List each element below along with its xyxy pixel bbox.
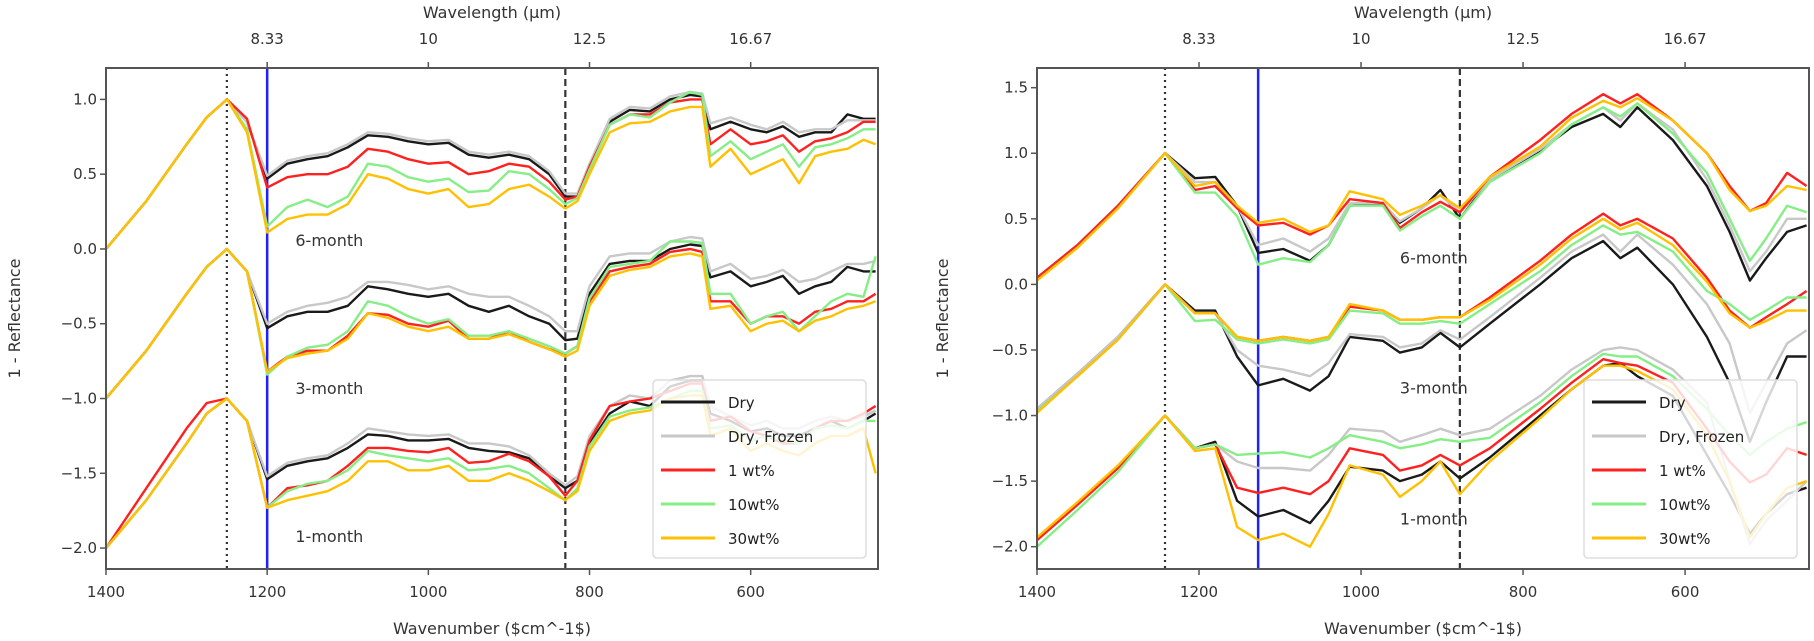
series-line-3-month-30wt- [1037, 217, 1807, 414]
top-x-tick-label: 12.5 [1506, 30, 1539, 48]
series-line-6-month-1-wt- [106, 98, 876, 250]
top-x-tick-label: 8.33 [1182, 30, 1215, 48]
panel-1: 6-month 3-month 1-month 1400 1200 1000 800 600 8… [5, 3, 879, 638]
x-axis-label: Wavenumber ($cm^-1$) [393, 619, 591, 638]
x-tick-label: 1200 [248, 583, 286, 601]
x-tick-label: 800 [1509, 583, 1538, 601]
y-tick-label: 1.0 [1004, 144, 1028, 162]
top-x-tick-label: 16.67 [1664, 30, 1707, 48]
y-tick-label: 0.0 [1004, 275, 1028, 293]
y-axis-label: 1 - Reflectance [933, 259, 952, 379]
y-axis-label: 1 - Reflectance [5, 259, 24, 379]
group-label: 1-month [295, 527, 363, 546]
x-tick-label: 1400 [1018, 583, 1056, 601]
x-tick-label: 1000 [1342, 583, 1380, 601]
legend-label: 30wt% [728, 530, 780, 548]
series-line-6-month-10wt- [1037, 102, 1807, 282]
plot-area [106, 68, 877, 569]
y-tick-label: 0.0 [73, 240, 97, 258]
y-tick-label: −2.0 [61, 539, 97, 557]
x-tick-label: 600 [1671, 583, 1700, 601]
series-line-6-month-dry-frozen [106, 90, 876, 250]
axes-frame [105, 67, 879, 570]
y-tick-label: −1.0 [61, 390, 97, 408]
legend: Dry Dry, Frozen 1 wt% 10wt% 30wt% [1583, 379, 1798, 559]
x-tick-label: 600 [736, 583, 765, 601]
series-line-3-month-dry [1037, 239, 1807, 443]
series-line-6-month-10wt- [106, 90, 876, 250]
x-tick-label: 1400 [87, 583, 125, 601]
group-label: 6-month [295, 231, 363, 250]
x-tick-label: 1200 [1180, 583, 1218, 601]
legend-box [652, 379, 867, 559]
top-x-tick-label: 8.33 [250, 30, 283, 48]
series-line-3-month-10wt- [106, 240, 877, 400]
x-tick-label: 1000 [409, 583, 447, 601]
group-label: 3-month [1400, 378, 1468, 397]
legend-label: Dry, Frozen [728, 428, 813, 446]
series-line-3-month-30wt- [106, 247, 877, 400]
top-x-axis-label: Wavelength (μm) [1354, 3, 1492, 22]
series-line-3-month-dry [106, 243, 876, 400]
series-line-3-month-1-wt- [106, 247, 877, 400]
y-tick-label: −1.5 [61, 464, 97, 482]
series-line-6-month-30wt- [106, 98, 877, 250]
axes-frame [1036, 67, 1810, 570]
top-x-tick-label: 10 [1351, 30, 1370, 48]
y-tick-label: −1.5 [992, 472, 1028, 490]
legend-label: 10wt% [728, 496, 780, 514]
series-line-6-month-30wt- [1037, 97, 1807, 282]
legend-label: 10wt% [1659, 496, 1711, 514]
legend-label: Dry [1659, 394, 1686, 412]
group-label: 6-month [1400, 248, 1468, 267]
y-tick-label: 1.0 [73, 90, 97, 108]
y-tick-label: 0.5 [73, 165, 97, 183]
legend-label: 1 wt% [1659, 462, 1706, 480]
top-x-tick-label: 12.5 [573, 30, 606, 48]
y-tick-label: −2.0 [992, 538, 1028, 556]
group-label: 3-month [295, 379, 363, 398]
y-tick-label: −1.0 [992, 407, 1028, 425]
top-x-axis-label: Wavelength (μm) [423, 3, 561, 22]
legend-box [1583, 379, 1798, 559]
series-line-3-month-dry-frozen [106, 235, 876, 400]
y-tick-label: −0.5 [61, 315, 97, 333]
top-x-tick-label: 10 [419, 30, 438, 48]
y-tick-label: 1.5 [1004, 79, 1028, 97]
y-tick-label: −0.5 [992, 341, 1028, 359]
legend-label: 30wt% [1659, 530, 1711, 548]
panel-2: 6-month 3-month 1-month 1400 1200 1000 800 600 8… [933, 3, 1810, 638]
y-tick-label: 0.5 [1004, 210, 1028, 228]
legend-label: Dry, Frozen [1659, 428, 1744, 446]
plot-area [1037, 68, 1808, 569]
legend: Dry Dry, Frozen 1 wt% 10wt% 30wt% [652, 379, 867, 559]
legend-label: 1 wt% [728, 462, 775, 480]
x-axis-label: Wavenumber ($cm^-1$) [1324, 619, 1522, 638]
series-line-3-month-10wt- [1037, 224, 1807, 413]
series-line-6-month-dry [106, 93, 876, 250]
x-tick-label: 800 [575, 583, 604, 601]
legend-label: Dry [728, 394, 755, 412]
group-label: 1-month [1400, 509, 1468, 528]
top-x-tick-label: 16.67 [729, 30, 772, 48]
